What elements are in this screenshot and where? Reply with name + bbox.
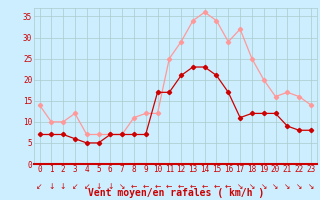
Text: ←: ← [190, 182, 196, 191]
Text: ↓: ↓ [48, 182, 54, 191]
Text: ↘: ↘ [272, 182, 279, 191]
Text: ↓: ↓ [95, 182, 102, 191]
Text: ←: ← [225, 182, 231, 191]
Text: ←: ← [178, 182, 184, 191]
Text: ↘: ↘ [284, 182, 291, 191]
Text: ↘: ↘ [249, 182, 255, 191]
Text: Vent moyen/en rafales ( km/h ): Vent moyen/en rafales ( km/h ) [88, 188, 264, 198]
Text: ↘: ↘ [308, 182, 314, 191]
Text: ↘: ↘ [296, 182, 302, 191]
Text: ←: ← [166, 182, 172, 191]
Text: ↙: ↙ [84, 182, 90, 191]
Text: ↓: ↓ [107, 182, 114, 191]
Text: ←: ← [131, 182, 137, 191]
Text: ↓: ↓ [60, 182, 66, 191]
Text: ←: ← [202, 182, 208, 191]
Text: ↙: ↙ [36, 182, 43, 191]
Text: ↘: ↘ [237, 182, 243, 191]
Text: ←: ← [154, 182, 161, 191]
Text: ↘: ↘ [260, 182, 267, 191]
Text: ↘: ↘ [119, 182, 125, 191]
Text: ←: ← [142, 182, 149, 191]
Text: ↙: ↙ [72, 182, 78, 191]
Text: ←: ← [213, 182, 220, 191]
